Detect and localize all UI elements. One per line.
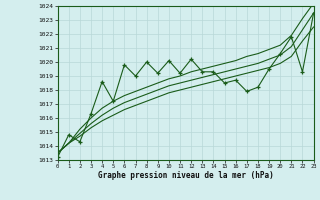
X-axis label: Graphe pression niveau de la mer (hPa): Graphe pression niveau de la mer (hPa) [98,171,274,180]
